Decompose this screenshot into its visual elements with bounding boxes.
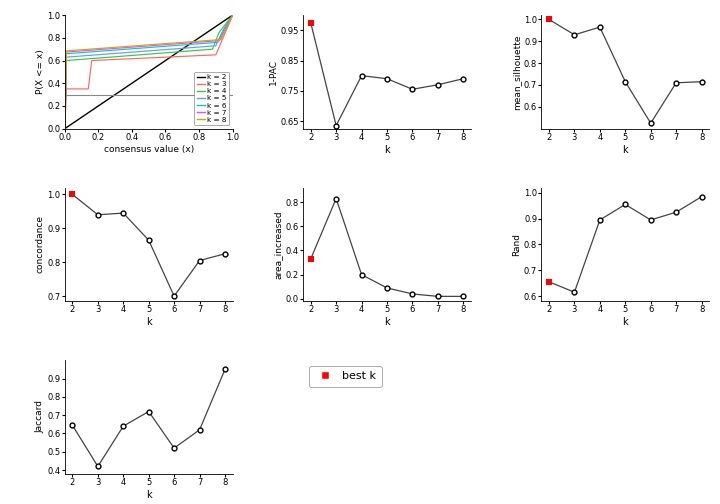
k = 5 xyxy=(161,47,169,53)
k = 3 xyxy=(198,52,207,58)
k = 2 xyxy=(228,12,237,18)
Y-axis label: Rand: Rand xyxy=(512,233,521,256)
k = 4 xyxy=(60,125,69,132)
k = 4 xyxy=(224,17,233,23)
k = 3 xyxy=(140,55,149,61)
X-axis label: k: k xyxy=(146,490,151,499)
X-axis label: k: k xyxy=(146,317,151,327)
k = 5 xyxy=(60,125,69,132)
k = 2 xyxy=(151,64,160,70)
k = 7 xyxy=(140,43,149,49)
X-axis label: consensus value (x): consensus value (x) xyxy=(104,145,194,154)
k = 7 xyxy=(161,42,169,48)
k = 4 xyxy=(151,50,160,56)
k = 5 xyxy=(140,48,149,54)
k = 6 xyxy=(224,19,233,25)
k = 8 xyxy=(151,41,160,47)
Y-axis label: 1-PAC: 1-PAC xyxy=(269,59,278,85)
k = 8 xyxy=(198,38,207,44)
k = 2 xyxy=(141,71,150,77)
k = 2 xyxy=(161,58,169,64)
Legend: k = 2, k = 3, k = 4, k = 5, k = 6, k = 7, k = 8: k = 2, k = 3, k = 4, k = 5, k = 6, k = 7… xyxy=(194,72,229,125)
k = 6 xyxy=(140,45,149,51)
X-axis label: k: k xyxy=(384,145,390,155)
k = 6 xyxy=(228,12,237,18)
k = 4 xyxy=(141,51,150,57)
k = 7 xyxy=(60,125,69,132)
Y-axis label: P(X <= x): P(X <= x) xyxy=(35,49,45,94)
k = 4 xyxy=(161,50,169,56)
Y-axis label: Jaccard: Jaccard xyxy=(35,401,45,433)
Line: k = 4: k = 4 xyxy=(65,15,233,129)
k = 7 xyxy=(224,20,233,26)
k = 4 xyxy=(198,47,207,53)
k = 6 xyxy=(161,43,169,49)
k = 6 xyxy=(60,125,69,132)
k = 3 xyxy=(228,12,237,18)
X-axis label: k: k xyxy=(384,317,390,327)
k = 6 xyxy=(198,40,207,46)
Legend: best k: best k xyxy=(309,366,382,387)
k = 5 xyxy=(224,19,233,25)
k = 5 xyxy=(151,47,160,53)
k = 8 xyxy=(228,12,237,18)
k = 4 xyxy=(228,12,237,18)
k = 5 xyxy=(198,44,207,50)
k = 5 xyxy=(228,12,237,18)
k = 4 xyxy=(140,51,149,57)
Line: k = 5: k = 5 xyxy=(65,15,233,129)
k = 7 xyxy=(151,42,160,48)
k = 3 xyxy=(141,55,150,61)
k = 2 xyxy=(198,33,207,39)
k = 3 xyxy=(224,22,233,28)
Line: k = 6: k = 6 xyxy=(65,15,233,129)
Line: k = 2: k = 2 xyxy=(65,15,233,129)
k = 6 xyxy=(151,44,160,50)
k = 6 xyxy=(141,45,150,51)
k = 3 xyxy=(60,125,69,132)
X-axis label: k: k xyxy=(623,145,628,155)
Line: k = 7: k = 7 xyxy=(65,15,233,129)
Y-axis label: area_increased: area_increased xyxy=(274,210,283,279)
Line: k = 8: k = 8 xyxy=(65,15,233,129)
k = 2 xyxy=(224,15,233,21)
k = 2 xyxy=(140,72,149,78)
k = 8 xyxy=(224,22,233,28)
Y-axis label: mean_silhouette: mean_silhouette xyxy=(512,34,521,110)
k = 3 xyxy=(161,54,169,60)
Line: k = 3: k = 3 xyxy=(65,15,233,129)
k = 3 xyxy=(151,54,160,60)
Y-axis label: concordance: concordance xyxy=(35,215,45,274)
k = 8 xyxy=(60,125,69,132)
k = 8 xyxy=(141,42,150,48)
k = 2 xyxy=(60,125,69,132)
k = 7 xyxy=(228,12,237,18)
X-axis label: k: k xyxy=(623,317,628,327)
k = 5 xyxy=(141,48,150,54)
k = 7 xyxy=(141,43,150,49)
k = 8 xyxy=(140,42,149,48)
k = 7 xyxy=(198,39,207,45)
k = 8 xyxy=(161,41,169,47)
